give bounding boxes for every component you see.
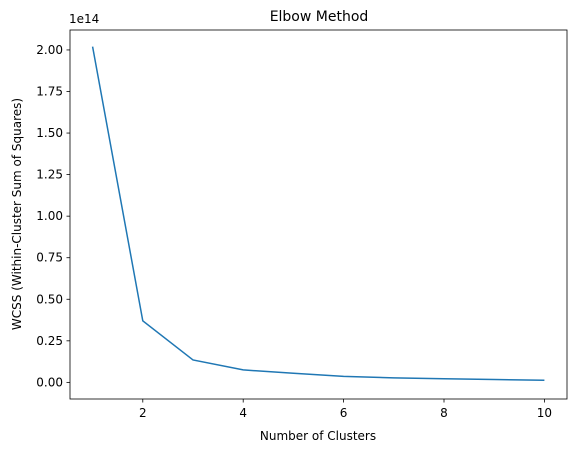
y-tick-label: 2.00 — [36, 43, 63, 57]
x-axis: 2 4 6 8 10 — [139, 399, 552, 420]
wcss-line — [91, 46, 545, 381]
y-tick-label: 1.75 — [36, 85, 63, 99]
x-axis-label: Number of Clusters — [260, 429, 376, 443]
y-tick-label: 0.00 — [36, 375, 63, 389]
y-tick-label: 0.75 — [36, 251, 63, 265]
y-tick-label: 0.50 — [36, 292, 63, 306]
x-tick-label: 6 — [340, 406, 348, 420]
y-tick-label: 0.25 — [36, 334, 63, 348]
y-tick-label: 1.00 — [36, 209, 63, 223]
plot-frame — [69, 29, 568, 400]
y-tick-label: 1.25 — [36, 168, 63, 182]
y-offset-label: 1e14 — [69, 12, 99, 26]
y-axis-label: WCSS (Within-Cluster Sum of Squares) — [10, 98, 24, 330]
x-tick-label: 2 — [139, 406, 147, 420]
x-tick-label: 10 — [537, 406, 552, 420]
y-axis: 0.00 0.25 0.50 0.75 1.00 1.25 1.50 1.75 2.00 — [36, 43, 70, 389]
chart-title: Elbow Method — [270, 9, 369, 25]
x-tick-label: 8 — [440, 406, 448, 420]
x-tick-label: 4 — [239, 406, 247, 420]
y-tick-label: 1.50 — [36, 126, 63, 140]
